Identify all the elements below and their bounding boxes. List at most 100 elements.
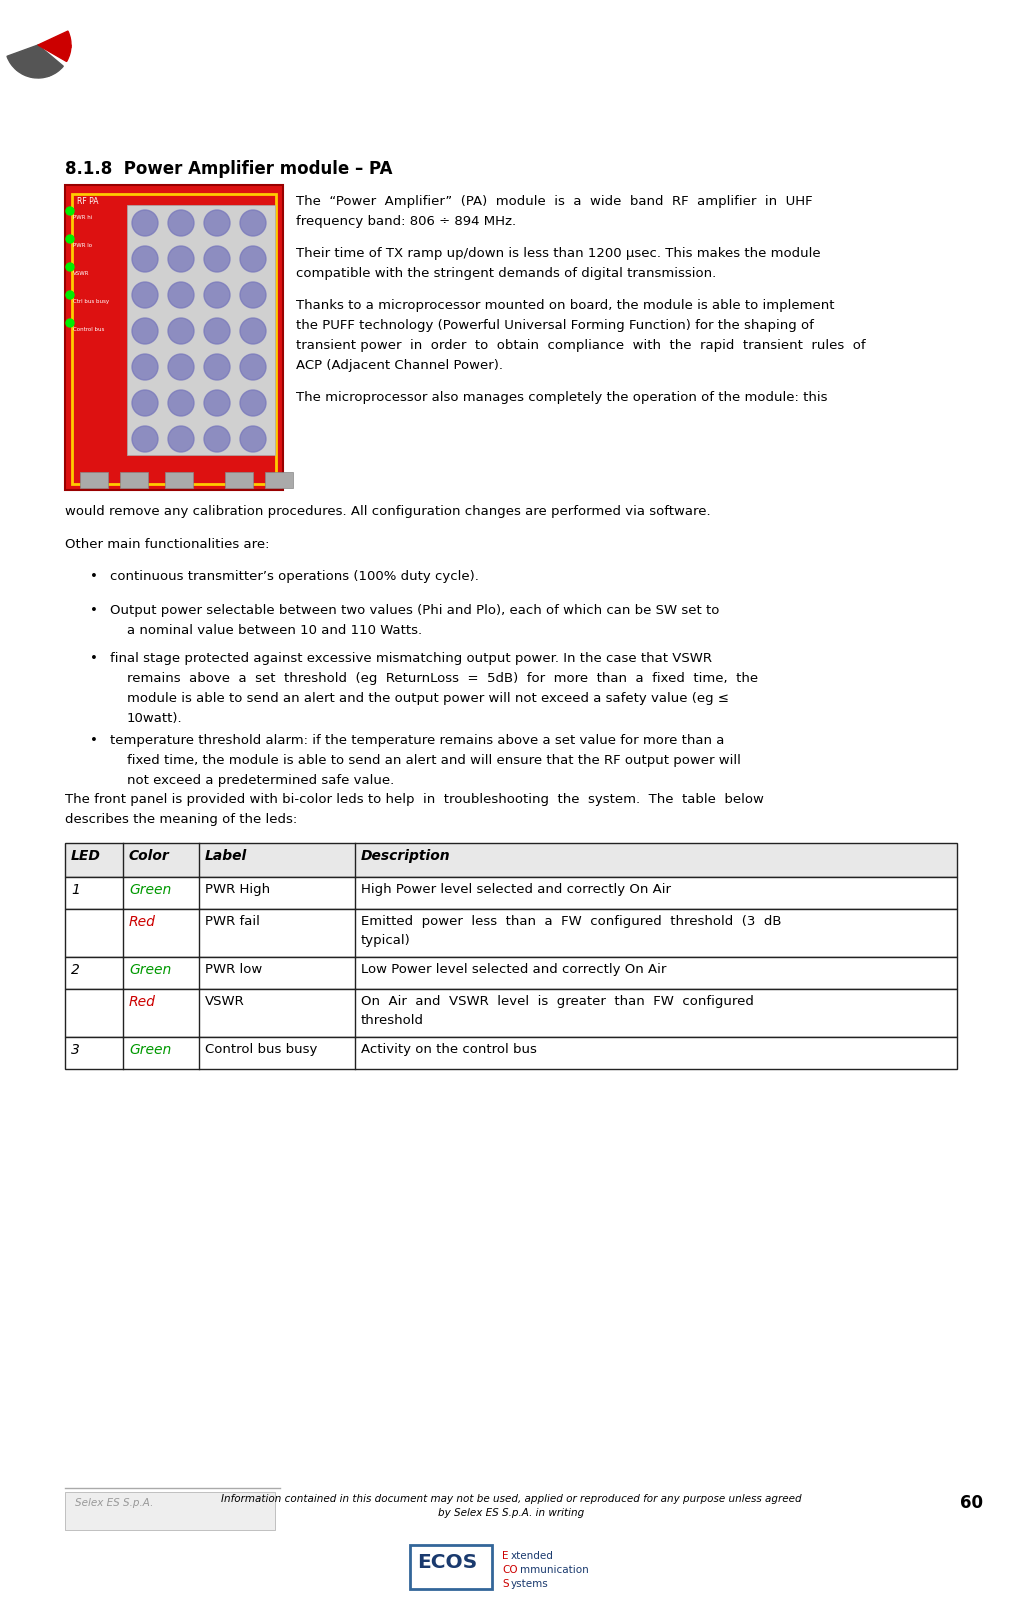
- Text: a nominal value between 10 and 110 Watts.: a nominal value between 10 and 110 Watts…: [127, 624, 422, 636]
- Text: frequency band: 806 ÷ 894 MHz.: frequency band: 806 ÷ 894 MHz.: [296, 215, 516, 228]
- Text: •: •: [90, 734, 98, 747]
- Circle shape: [168, 317, 194, 345]
- Text: Thanks to a microprocessor mounted on board, the module is able to implement: Thanks to a microprocessor mounted on bo…: [296, 300, 835, 313]
- FancyBboxPatch shape: [65, 909, 957, 957]
- FancyBboxPatch shape: [225, 471, 253, 487]
- Text: Information contained in this document may not be used, applied or reproduced fo: Information contained in this document m…: [221, 1494, 801, 1504]
- Text: PWR lo: PWR lo: [73, 244, 92, 248]
- Text: not exceed a predetermined safe value.: not exceed a predetermined safe value.: [127, 774, 394, 787]
- Circle shape: [240, 282, 266, 308]
- Text: High Power level selected and correctly On Air: High Power level selected and correctly …: [361, 883, 670, 896]
- Circle shape: [66, 319, 74, 327]
- Text: On  Air  and  VSWR  level  is  greater  than  FW  configured: On Air and VSWR level is greater than FW…: [361, 995, 754, 1008]
- FancyBboxPatch shape: [127, 205, 275, 455]
- Text: Red: Red: [129, 915, 155, 930]
- Text: Emitted  power  less  than  a  FW  configured  threshold  (3  dB: Emitted power less than a FW configured …: [361, 915, 782, 928]
- Circle shape: [168, 390, 194, 417]
- Text: the PUFF technology (Powerful Universal Forming Function) for the shaping of: the PUFF technology (Powerful Universal …: [296, 319, 814, 332]
- Circle shape: [132, 426, 158, 452]
- Text: RF PA: RF PA: [77, 197, 98, 207]
- Text: ECOS: ECOS: [417, 1553, 477, 1573]
- FancyBboxPatch shape: [165, 471, 193, 487]
- Circle shape: [204, 282, 230, 308]
- Text: Control bus busy: Control bus busy: [204, 1044, 317, 1056]
- Circle shape: [66, 207, 74, 215]
- Circle shape: [204, 317, 230, 345]
- Circle shape: [132, 354, 158, 380]
- Text: 2: 2: [71, 963, 80, 976]
- Text: VSWR: VSWR: [73, 271, 90, 276]
- Text: transient power  in  order  to  obtain  compliance  with  the  rapid  transient : transient power in order to obtain compl…: [296, 338, 866, 353]
- Text: module is able to send an alert and the output power will not exceed a safety va: module is able to send an alert and the …: [127, 692, 729, 705]
- Circle shape: [240, 317, 266, 345]
- Text: Label: Label: [204, 850, 247, 862]
- Text: CO: CO: [502, 1565, 517, 1576]
- Text: Output power selectable between two values (Phi and Plo), each of which can be S: Output power selectable between two valu…: [110, 604, 719, 617]
- Wedge shape: [38, 45, 71, 61]
- Text: Ctrl bus busy: Ctrl bus busy: [73, 300, 109, 305]
- Circle shape: [66, 236, 74, 244]
- Wedge shape: [38, 30, 71, 48]
- Text: remains  above  a  set  threshold  (eg  ReturnLoss  =  5dB)  for  more  than  a : remains above a set threshold (eg Return…: [127, 672, 758, 684]
- Circle shape: [240, 210, 266, 236]
- Circle shape: [204, 390, 230, 417]
- Circle shape: [240, 390, 266, 417]
- Text: •: •: [90, 604, 98, 617]
- Circle shape: [204, 245, 230, 273]
- FancyBboxPatch shape: [65, 1492, 275, 1529]
- Circle shape: [66, 263, 74, 271]
- Text: PWR High: PWR High: [204, 883, 270, 896]
- Text: PWR hi: PWR hi: [73, 215, 92, 220]
- Circle shape: [204, 354, 230, 380]
- Text: Activity on the control bus: Activity on the control bus: [361, 1044, 537, 1056]
- Circle shape: [132, 390, 158, 417]
- Text: Green: Green: [129, 1044, 172, 1056]
- Text: Green: Green: [129, 883, 172, 898]
- Text: compatible with the stringent demands of digital transmission.: compatible with the stringent demands of…: [296, 268, 716, 281]
- Circle shape: [204, 210, 230, 236]
- Text: VSWR: VSWR: [204, 995, 244, 1008]
- Text: typical): typical): [361, 935, 411, 947]
- Text: threshold: threshold: [361, 1015, 424, 1028]
- Text: describes the meaning of the leds:: describes the meaning of the leds:: [65, 813, 297, 826]
- Text: Color: Color: [129, 850, 170, 862]
- Wedge shape: [16, 45, 38, 77]
- Circle shape: [240, 354, 266, 380]
- Circle shape: [168, 282, 194, 308]
- Circle shape: [204, 426, 230, 452]
- FancyBboxPatch shape: [65, 843, 957, 877]
- FancyBboxPatch shape: [265, 471, 293, 487]
- FancyBboxPatch shape: [65, 989, 957, 1037]
- Text: PWR fail: PWR fail: [204, 915, 260, 928]
- Text: 10watt).: 10watt).: [127, 712, 183, 725]
- Text: E: E: [502, 1552, 509, 1561]
- Text: The front panel is provided with bi-color leds to help  in  troubleshooting  the: The front panel is provided with bi-colo…: [65, 793, 763, 806]
- Text: Description: Description: [361, 850, 451, 862]
- Circle shape: [240, 426, 266, 452]
- Text: Other main functionalities are:: Other main functionalities are:: [65, 539, 270, 551]
- FancyBboxPatch shape: [120, 471, 148, 487]
- Circle shape: [168, 354, 194, 380]
- Circle shape: [240, 245, 266, 273]
- Wedge shape: [38, 45, 63, 75]
- Circle shape: [168, 426, 194, 452]
- Text: mmunication: mmunication: [520, 1565, 589, 1576]
- Text: 60: 60: [960, 1494, 983, 1512]
- Circle shape: [168, 245, 194, 273]
- Text: Selex ES S.p.A.: Selex ES S.p.A.: [75, 1497, 153, 1508]
- Text: ystems: ystems: [511, 1579, 549, 1589]
- Text: Low Power level selected and correctly On Air: Low Power level selected and correctly O…: [361, 963, 666, 976]
- Text: Green: Green: [129, 963, 172, 976]
- Circle shape: [132, 210, 158, 236]
- FancyBboxPatch shape: [65, 184, 283, 491]
- Wedge shape: [7, 45, 38, 71]
- Text: LED: LED: [71, 850, 101, 862]
- Text: 8.1.8  Power Amplifier module – PA: 8.1.8 Power Amplifier module – PA: [65, 160, 392, 178]
- Text: ACP (Adjacent Channel Power).: ACP (Adjacent Channel Power).: [296, 359, 503, 372]
- Circle shape: [66, 292, 74, 300]
- Text: The microprocessor also manages completely the operation of the module: this: The microprocessor also manages complete…: [296, 391, 828, 404]
- FancyBboxPatch shape: [80, 471, 108, 487]
- Text: Red: Red: [129, 995, 155, 1008]
- Text: final stage protected against excessive mismatching output power. In the case th: final stage protected against excessive …: [110, 652, 712, 665]
- FancyBboxPatch shape: [65, 877, 957, 909]
